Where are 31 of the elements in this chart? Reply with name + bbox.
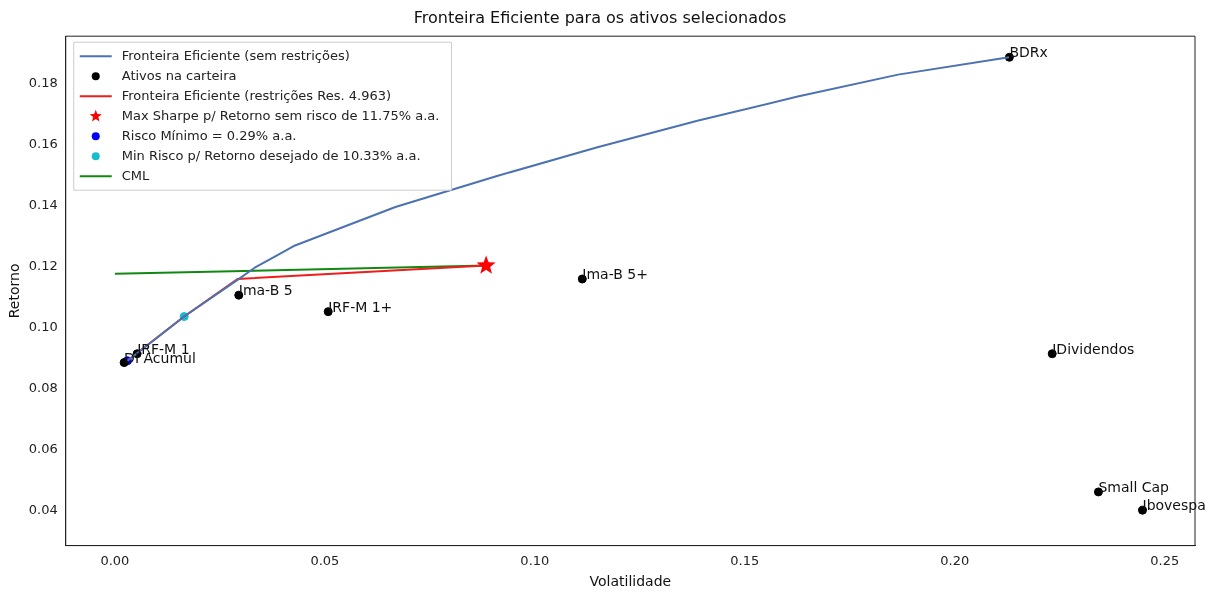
legend-label: Risco Mínimo = 0.29% a.a.: [121, 127, 297, 143]
x-tick-label: 0.15: [730, 552, 760, 568]
x-tick-label: 0.20: [940, 552, 970, 568]
legend-label: Fronteira Eficiente (restrições Res. 4.963): [121, 87, 392, 103]
x-tick-label: 0.25: [1150, 552, 1180, 568]
y-axis-title: Retorno: [6, 263, 23, 319]
annotation: BDRx: [1009, 44, 1048, 61]
annotation: IRF-M 1+: [328, 298, 393, 315]
legend-label: Max Sharpe p/ Retorno sem risco de 11.75% a.a.: [121, 107, 440, 123]
legend-label: CML: [121, 167, 151, 183]
y-tick-label: 0.06: [28, 440, 58, 456]
x-tick-label: 0.05: [310, 552, 340, 568]
x-axis-title: Volatilidade: [589, 573, 672, 590]
y-tick-label: 0.10: [28, 318, 58, 334]
y-tick-label: 0.08: [28, 379, 58, 395]
y-tick-label: 0.14: [28, 196, 58, 212]
legend-label: Ativos na carteira: [121, 67, 237, 83]
annotation: IDividendos: [1052, 340, 1135, 357]
annotation: Ima-B 5+: [582, 266, 648, 282]
y-tick-label: 0.12: [28, 257, 58, 273]
annotation: Small Cap: [1098, 478, 1170, 495]
chart-title: Fronteira Eficiente para os ativos selecionados: [413, 7, 787, 27]
y-tick-label: 0.16: [28, 135, 58, 151]
annotation: Ima-B 5: [238, 282, 293, 299]
y-tick-label: 0.04: [28, 501, 58, 517]
annotation: Ibovespa: [1142, 497, 1206, 514]
x-tick-label: 0.00: [100, 552, 130, 568]
legend-label: Fronteira Eficiente (sem restrições): [121, 47, 350, 63]
y-tick-label: 0.18: [28, 74, 58, 90]
x-tick-label: 0.10: [520, 552, 550, 568]
legend-label: Min Risco p/ Retorno desejado de 10.33% a.a.: [121, 147, 421, 163]
